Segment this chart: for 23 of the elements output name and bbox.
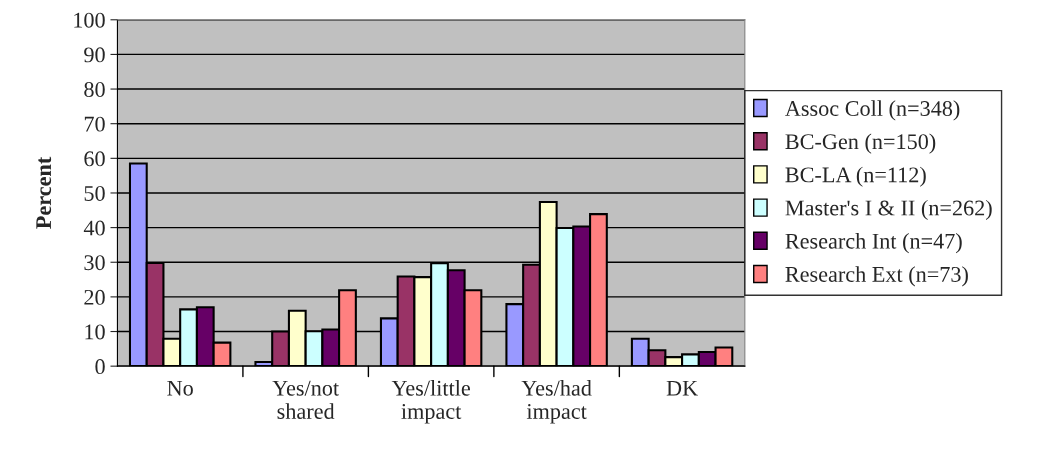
y-tick-label: 60 bbox=[84, 151, 105, 167]
x-tick-label: Yes/not shared bbox=[272, 380, 339, 419]
y-tick-label: 50 bbox=[84, 185, 105, 201]
y-tick-label: 70 bbox=[84, 116, 105, 132]
y-tick-label: 40 bbox=[83, 220, 105, 236]
x-tick-label: No bbox=[167, 380, 193, 396]
y-tick-label: 30 bbox=[84, 255, 105, 271]
legend-label: Research Ext (n=73) bbox=[785, 266, 968, 287]
y-axis-title: Percent bbox=[36, 156, 52, 229]
y-tick-label: 80 bbox=[84, 81, 105, 97]
legend-label: BC-Gen (n=150) bbox=[785, 133, 936, 154]
legend-label: Assoc Coll (n=348) bbox=[785, 100, 960, 121]
x-tick-label: Yes/little impact bbox=[391, 380, 470, 424]
legend-label: Research Int (n=47) bbox=[785, 233, 962, 254]
legend-label: BC-LA (n=112) bbox=[785, 166, 926, 187]
y-tick-label: 0 bbox=[95, 359, 105, 375]
x-tick-label: DK bbox=[666, 380, 698, 396]
x-tick-label: Yes/had impact bbox=[521, 380, 592, 424]
y-tick-label: 10 bbox=[85, 324, 105, 340]
y-tick-label: 90 bbox=[84, 47, 105, 63]
y-tick-label: 20 bbox=[84, 289, 105, 305]
legend-label: Master's I & II (n=262) bbox=[785, 199, 992, 221]
y-tick-label: 100 bbox=[74, 12, 105, 28]
